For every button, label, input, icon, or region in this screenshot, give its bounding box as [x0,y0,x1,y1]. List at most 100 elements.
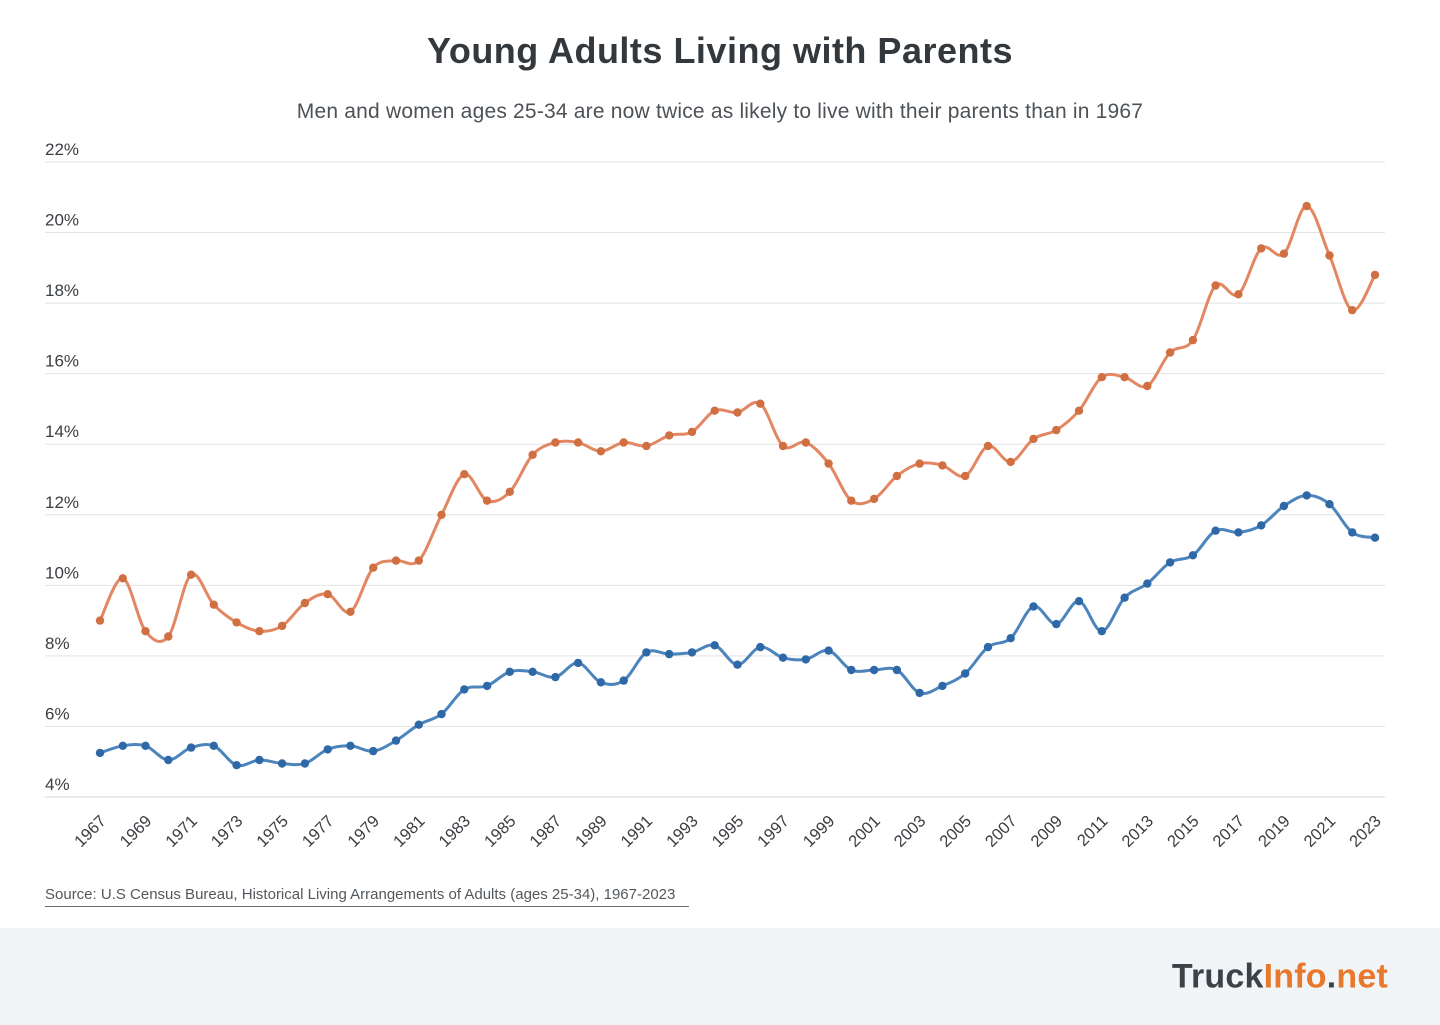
women-data-point [346,741,355,750]
women-data-point [1165,558,1175,567]
men-data-point [961,471,970,481]
x-tick-label: 2011 [1074,812,1112,850]
men-data-point [687,427,697,437]
source-note: Source: U.S Census Bureau, Historical Li… [45,886,690,907]
x-tick-label: 1985 [481,812,520,851]
women-data-point [1029,602,1038,611]
women-data-point [551,672,560,682]
women-data-point [1211,526,1220,535]
women-data-point [915,688,924,698]
women-data-point [938,681,947,691]
women-data-point [186,743,196,752]
x-tick-label: 1977 [299,812,338,851]
men-data-point [1097,373,1107,382]
men-data-point [118,574,128,583]
x-tick-label: 1999 [800,812,839,851]
women-data-point [983,642,993,652]
men-data-point [1143,381,1152,391]
men-data-point [391,556,401,565]
x-tick-label: 2015 [1164,812,1203,851]
men-data-point [1074,406,1084,415]
women-data-point [460,685,469,694]
women-data-point [1370,533,1380,542]
x-tick-label: 2005 [936,812,975,851]
x-tick-label: 1967 [71,812,110,851]
women-data-point [824,646,833,655]
men-data-point [938,461,947,470]
women-data-point [1052,619,1061,629]
men-data-point [1211,281,1220,290]
women-data-point [1279,501,1289,511]
men-data-point [482,496,492,505]
women-data-point [710,641,719,650]
x-tick-label: 2003 [891,812,930,851]
chart-subtitle: Men and women ages 25-34 are now twice a… [296,100,1144,123]
women-data-point [323,745,332,754]
men-data-point [414,556,423,565]
footer-band: TruckInfo.net [0,928,1440,1025]
men-data-point [1279,249,1289,258]
y-tick-label: 12% [45,493,79,512]
y-tick-label: 18% [45,281,79,300]
x-tick-label: 2019 [1255,812,1294,851]
x-tick-label: 1979 [344,812,383,851]
men-data-point [164,632,173,641]
women-data-point [391,736,401,745]
men-data-point [619,438,628,447]
men-data-point [1302,201,1311,211]
y-tick-label: 22% [45,140,79,159]
women-data-point [482,681,492,691]
x-tick-label: 1995 [709,812,748,851]
men-data-point [209,600,218,609]
men-data-point [232,618,241,627]
women-data-point [1257,521,1266,530]
chart-canvas: 22%20%18%16%14%12%10%8%6%4%1967 1969 1971 1… [45,140,1385,851]
x-tick-label: 1983 [435,812,474,851]
women-data-point [209,741,218,750]
men-data-point [1348,306,1357,315]
women-data-point [642,648,651,657]
men-data-point [1370,270,1380,280]
x-tick-label: 1969 [117,812,156,851]
men-data-point [573,438,583,447]
men-data-point [323,590,332,599]
y-tick-label: 16% [45,352,79,371]
chart-title: Young Adults Living with Parents [426,30,1013,71]
women-data-point [1234,528,1243,537]
men-data-point [1188,335,1198,345]
women-data-point [300,759,310,768]
women-data-point [573,658,583,668]
men-data-point [1257,244,1266,253]
women-data-point [1302,491,1311,500]
x-tick-label: 1981 [390,812,429,851]
logo-part-truck: Truck [1171,957,1264,995]
x-tick-label: 1987 [527,812,566,851]
men-data-point [1029,434,1038,444]
women-series-line [98,493,1377,768]
men-data-point [915,459,924,468]
men-data-point [665,431,674,440]
men-data-point [186,570,196,579]
logo-part-net: net [1336,957,1388,995]
women-data-point [437,709,446,719]
men-data-point [756,399,765,408]
x-tick-label: 2023 [1346,812,1385,851]
x-tick-label: 1997 [754,812,793,851]
x-tick-label: 1991 [618,812,657,851]
women-data-point [1325,500,1334,509]
women-data-point [733,660,742,669]
men-data-point [437,510,446,519]
men-data-point [95,616,105,625]
women-data-point [1006,634,1015,643]
line-chart: 22% 20% 18% 16% 14% 12% 10% 8% 6% 4% 1967 1969 1971 1… [45,140,1385,851]
men-data-point [346,607,355,616]
women-data-point [369,746,378,756]
y-tick-label: 20% [45,211,79,230]
women-data-point [277,759,287,768]
women-data-point [596,678,606,687]
men-data-point [824,459,833,468]
men-data-point [369,563,378,572]
women-data-point [687,648,697,657]
men-data-point [460,470,469,479]
